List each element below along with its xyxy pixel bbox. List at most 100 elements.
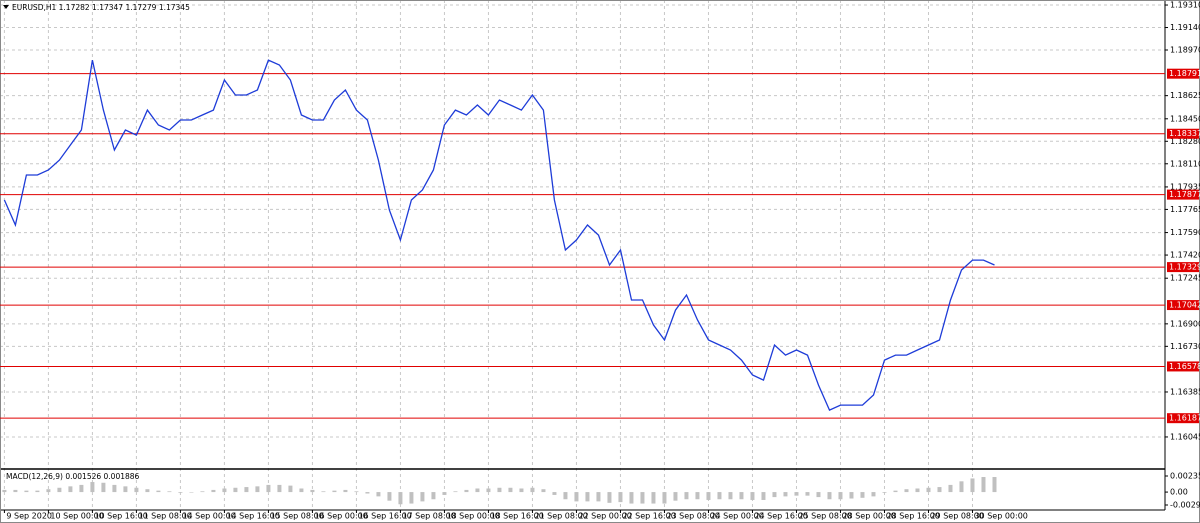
macd-bar: [970, 478, 975, 493]
macd-y-tick-label: 0.00: [1170, 488, 1188, 497]
macd-bar: [706, 492, 711, 500]
macd-bar: [277, 484, 282, 493]
macd-bar: [541, 489, 546, 493]
macd-bar: [255, 486, 260, 493]
macd-bar: [805, 492, 810, 496]
x-tick-label: 18 Sep 16:00: [490, 512, 543, 521]
macd-bar: [464, 489, 469, 493]
y-tick-label: 1.17245: [1170, 274, 1200, 283]
macd-bar: [574, 492, 579, 502]
macd-bar: [981, 477, 986, 493]
y-tick-label: 1.16045: [1170, 432, 1200, 441]
y-tick-label: 1.19140: [1170, 23, 1200, 32]
macd-bar: [893, 490, 898, 493]
level-label-box: [1167, 68, 1199, 79]
macd-bar: [112, 484, 117, 493]
macd-bar: [123, 486, 128, 493]
macd-bar: [794, 492, 799, 496]
level-label: 1.17329: [1169, 263, 1200, 272]
macd-bar: [695, 492, 700, 500]
level-label: 1.16187: [1169, 414, 1200, 423]
macd-bar: [530, 487, 535, 493]
macd-bar: [13, 489, 18, 493]
x-tick-label: 14 Sep 00:00: [182, 512, 235, 521]
x-tick-label: 29 Sep 08:00: [930, 512, 983, 521]
x-tick-label: 23 Sep 08:00: [666, 512, 719, 521]
macd-y-tick-label: -0.002999: [1170, 501, 1200, 510]
x-tick-label: 9 Sep 2020: [6, 512, 52, 521]
macd-bar: [607, 492, 612, 503]
macd-bar: [629, 492, 634, 504]
x-tick-label: 22 Sep 16:00: [622, 512, 675, 521]
menu-triangle[interactable]: [3, 5, 9, 9]
macd-bar: [189, 492, 194, 493]
macd-bar: [750, 492, 755, 500]
x-tick-label: 11 Sep 08:00: [138, 512, 191, 521]
macd-bar: [244, 487, 249, 493]
y-tick-label: 1.17420: [1170, 251, 1200, 260]
x-tick-label: 16 Sep 16:00: [358, 512, 411, 521]
macd-bar: [838, 492, 843, 500]
x-tick-label: 10 Sep 00:00: [50, 512, 103, 521]
chart-title: EURUSD,H1 1.17282 1.17347 1.17279 1.1734…: [12, 3, 190, 12]
macd-bar: [937, 487, 942, 493]
level-label: 1.17877: [1169, 190, 1200, 199]
macd-bar: [266, 484, 271, 493]
macd-bar: [79, 484, 84, 493]
macd-bar: [332, 490, 337, 493]
macd-bar: [398, 492, 403, 505]
macd-bar: [563, 492, 568, 500]
macd-bar: [409, 492, 414, 504]
macd-bar: [860, 492, 865, 498]
level-label: 1.17042: [1169, 301, 1200, 310]
macd-bar: [486, 488, 491, 493]
x-tick-label: 18 Sep 00:00: [446, 512, 499, 521]
macd-bar: [849, 492, 854, 499]
macd-bar: [156, 490, 161, 493]
y-tick-label: 1.18110: [1170, 159, 1200, 168]
plot-layer: [0, 0, 1165, 510]
x-tick-label: 28 Sep 00:00: [842, 512, 895, 521]
x-tick-label: 14 Sep 16:00: [226, 512, 279, 521]
level-label-box: [1167, 413, 1199, 424]
macd-bar: [310, 489, 315, 493]
macd-bar: [376, 492, 381, 497]
macd-bar: [904, 489, 909, 493]
macd-y-tick-label: 0.002352: [1170, 472, 1200, 481]
x-tick-label: 30 Sep 00:00: [974, 512, 1027, 521]
x-tick-label: 21 Sep 08:00: [534, 512, 587, 521]
macd-bar: [442, 492, 447, 495]
macd-bar: [46, 489, 51, 493]
macd-bar: [354, 491, 359, 493]
level-label-box: [1167, 361, 1199, 372]
x-tick-label: 24 Sep 16:00: [754, 512, 807, 521]
macd-bar: [68, 486, 73, 493]
level-label-box: [1167, 189, 1199, 200]
macd-bar: [508, 487, 513, 493]
x-tick-label: 28 Sep 16:00: [886, 512, 939, 521]
macd-bar: [662, 492, 667, 504]
macd-bar: [497, 487, 502, 493]
macd-bar: [299, 488, 304, 493]
x-tick-label: 22 Sep 00:00: [578, 512, 631, 521]
macd-bar: [673, 492, 678, 501]
macd-label: MACD(12,26,9) 0.001526 0.001886: [6, 472, 140, 481]
y-tick-label: 1.17935: [1170, 182, 1200, 191]
macd-bar: [321, 491, 326, 493]
y-tick-label: 1.16385: [1170, 387, 1200, 396]
macd-bar: [783, 492, 788, 497]
macd-bar: [57, 487, 62, 493]
macd-bar: [618, 492, 623, 503]
y-tick-label: 1.17765: [1170, 205, 1200, 214]
macd-bar: [827, 492, 832, 500]
y-tick-label: 1.16730: [1170, 342, 1200, 351]
level-label-box: [1167, 300, 1199, 311]
y-tick-label: 1.18280: [1170, 137, 1200, 146]
macd-bar: [552, 492, 557, 495]
x-tick-label: 17 Sep 08:00: [402, 512, 455, 521]
macd-bar: [948, 484, 953, 493]
macd-bar: [178, 492, 183, 493]
macd-bar: [233, 487, 238, 493]
level-label-box: [1167, 262, 1199, 273]
